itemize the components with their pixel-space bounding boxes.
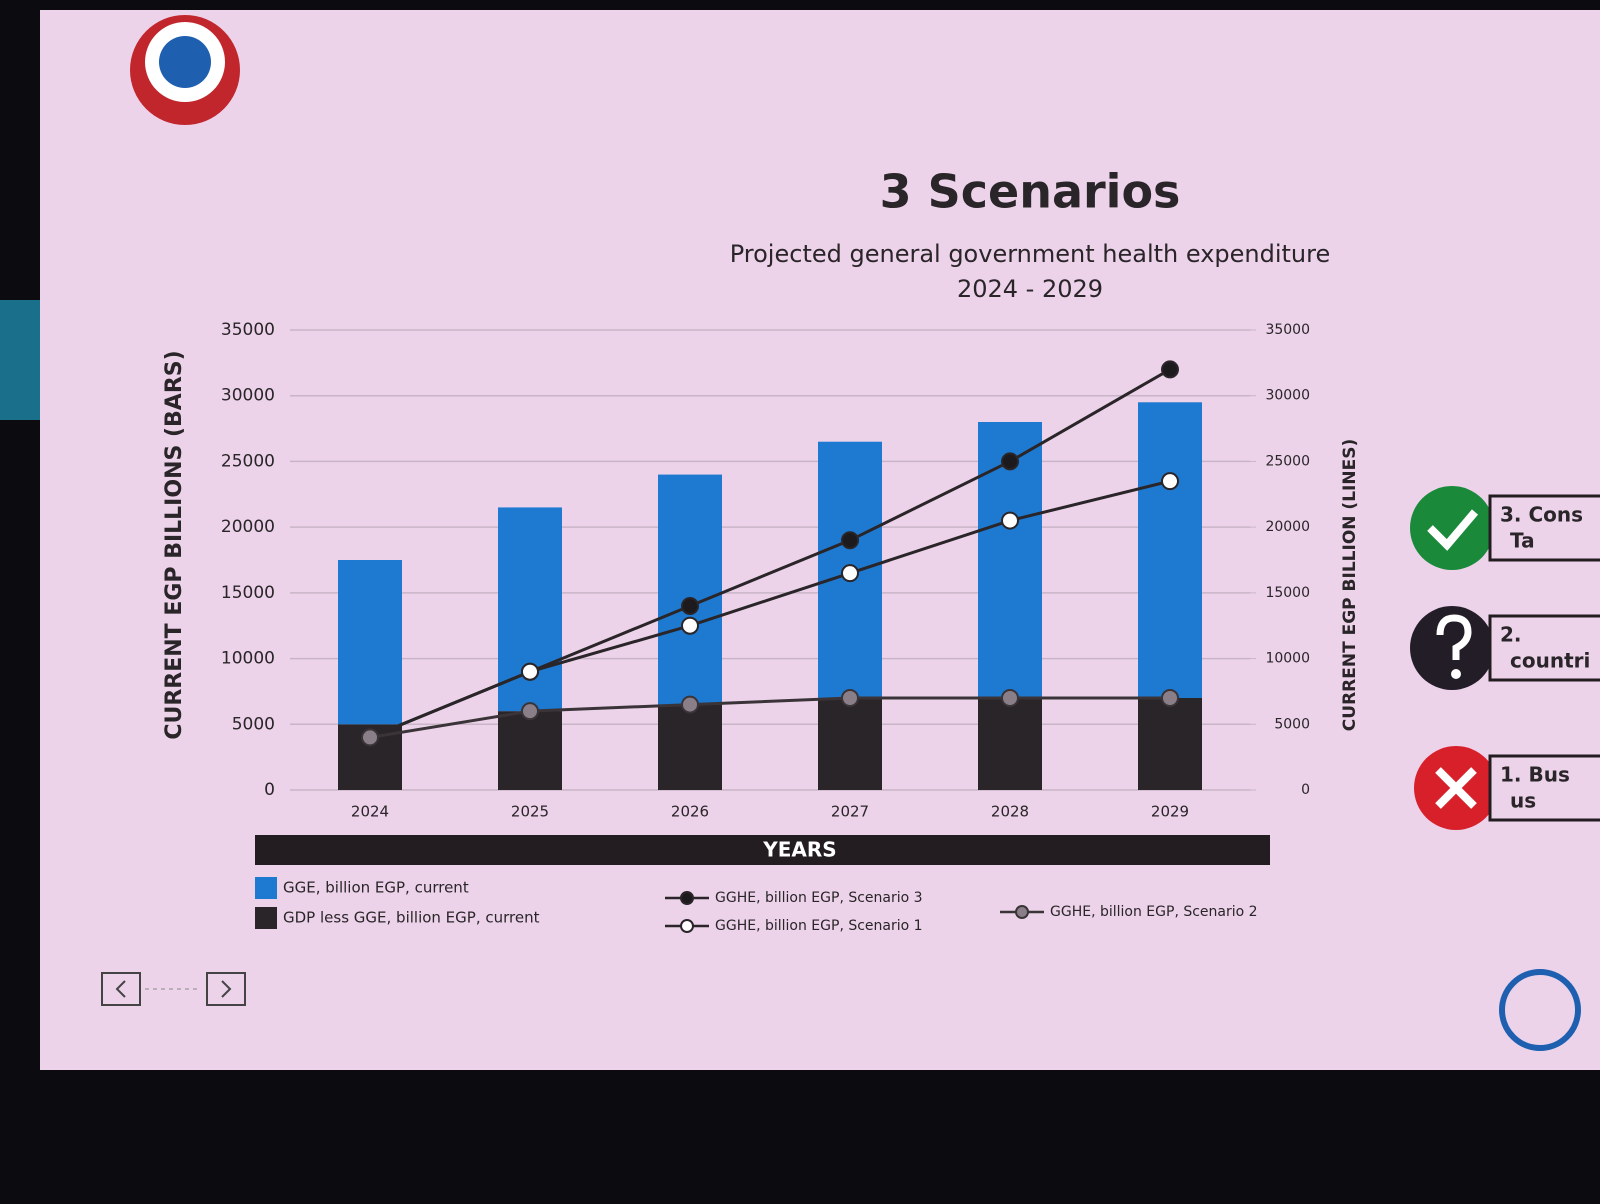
legend-label: GDP less GGE, billion EGP, current bbox=[283, 909, 540, 927]
cross-mark bbox=[1435, 767, 1477, 809]
x-tick-label: 2028 bbox=[991, 803, 1029, 821]
line-marker bbox=[361, 728, 379, 747]
question-icon bbox=[1410, 606, 1494, 690]
bar-segment bbox=[338, 560, 402, 725]
line-marker bbox=[841, 689, 859, 707]
side-text: countri bbox=[1510, 649, 1590, 673]
y-axis-label: CURRENT EGP BILLIONS (BARS) bbox=[162, 350, 187, 739]
y-tick-label: 0 bbox=[264, 780, 275, 800]
line-marker bbox=[1161, 360, 1179, 379]
y-tick-label: 30000 bbox=[221, 386, 275, 406]
line-marker bbox=[1001, 689, 1019, 707]
bar-segment bbox=[1138, 402, 1202, 698]
legend-marker bbox=[1015, 905, 1029, 919]
side-text: us bbox=[1510, 789, 1536, 813]
legend-swatch bbox=[255, 907, 277, 929]
y-tick-label: 25000 bbox=[221, 451, 275, 471]
side-text: Ta bbox=[1510, 529, 1535, 553]
legend-label: GGHE, billion EGP, Scenario 2 bbox=[1050, 904, 1258, 920]
bar-segment bbox=[818, 698, 882, 790]
side-card bbox=[1488, 614, 1600, 682]
side-text: 3. Cons bbox=[1500, 503, 1583, 527]
ministry-logo-core bbox=[159, 36, 211, 88]
bar-segment bbox=[498, 711, 562, 790]
next-icon bbox=[221, 980, 232, 998]
y-tick-label: 10000 bbox=[221, 649, 275, 669]
chart-subtitle: Projected general government health expe… bbox=[730, 240, 1331, 268]
prev-icon bbox=[115, 980, 126, 998]
y-tick-label: 15000 bbox=[221, 583, 275, 603]
y2-tick-label: 15000 bbox=[1265, 585, 1310, 601]
side-text: 2. bbox=[1500, 623, 1522, 647]
y2-tick-label: 20000 bbox=[1265, 519, 1310, 535]
line-marker bbox=[681, 695, 699, 714]
line-marker bbox=[841, 531, 859, 550]
side-card bbox=[1488, 754, 1600, 822]
legend-label: GGHE, billion EGP, Scenario 3 bbox=[715, 890, 923, 906]
y2-tick-label: 30000 bbox=[1265, 388, 1310, 404]
legend-label: GGE, billion EGP, current bbox=[283, 879, 469, 897]
partner-logo bbox=[1499, 969, 1581, 1051]
line-marker bbox=[1161, 472, 1179, 491]
legend-swatch bbox=[255, 877, 277, 899]
line-marker bbox=[841, 564, 859, 583]
x-axis-label: YEARS bbox=[762, 838, 836, 862]
line-series bbox=[369, 696, 1170, 739]
line-series bbox=[369, 479, 1171, 739]
y2-tick-label: 25000 bbox=[1265, 453, 1310, 469]
line-marker bbox=[681, 616, 699, 635]
check-mark bbox=[1427, 509, 1479, 551]
x-tick-label: 2027 bbox=[831, 803, 869, 821]
chart-subtitle: 2024 - 2029 bbox=[957, 275, 1103, 303]
line-marker bbox=[1001, 452, 1019, 471]
y2-axis-label: CURRENT EGP BILLION (LINES) bbox=[1340, 439, 1360, 731]
y-tick-label: 20000 bbox=[221, 517, 275, 537]
side-text: 1. Bus bbox=[1500, 763, 1570, 787]
x-tick-label: 2024 bbox=[351, 803, 389, 821]
y-tick-label: 35000 bbox=[221, 320, 275, 340]
line-marker bbox=[1161, 689, 1179, 707]
y2-tick-label: 0 bbox=[1301, 782, 1310, 798]
legend-label: GGHE, billion EGP, Scenario 1 bbox=[715, 918, 923, 934]
legend-marker bbox=[680, 919, 694, 933]
bar-segment bbox=[658, 704, 722, 790]
chart-title: 3 Scenarios bbox=[880, 165, 1181, 219]
x-tick-label: 2029 bbox=[1151, 803, 1189, 821]
x-axis-band bbox=[255, 835, 1270, 865]
question-dot bbox=[1451, 669, 1461, 679]
x-tick-label: 2025 bbox=[511, 803, 549, 821]
prev-button[interactable] bbox=[101, 972, 141, 1006]
check-icon bbox=[1410, 486, 1494, 570]
legend-marker bbox=[680, 891, 694, 905]
y2-tick-label: 35000 bbox=[1265, 322, 1310, 338]
y-tick-label: 5000 bbox=[232, 714, 275, 734]
bar-segment bbox=[658, 474, 722, 705]
question-mark bbox=[1436, 614, 1472, 660]
y2-tick-label: 10000 bbox=[1265, 651, 1310, 667]
line-marker bbox=[521, 662, 539, 681]
side-card bbox=[1488, 494, 1600, 562]
line-marker bbox=[1001, 511, 1019, 530]
y2-tick-label: 5000 bbox=[1274, 716, 1310, 732]
line-marker bbox=[521, 702, 539, 721]
bar-segment bbox=[978, 698, 1042, 790]
next-button[interactable] bbox=[206, 972, 246, 1006]
x-tick-label: 2026 bbox=[671, 803, 709, 821]
line-marker bbox=[681, 597, 699, 615]
bar-segment bbox=[1138, 698, 1202, 790]
